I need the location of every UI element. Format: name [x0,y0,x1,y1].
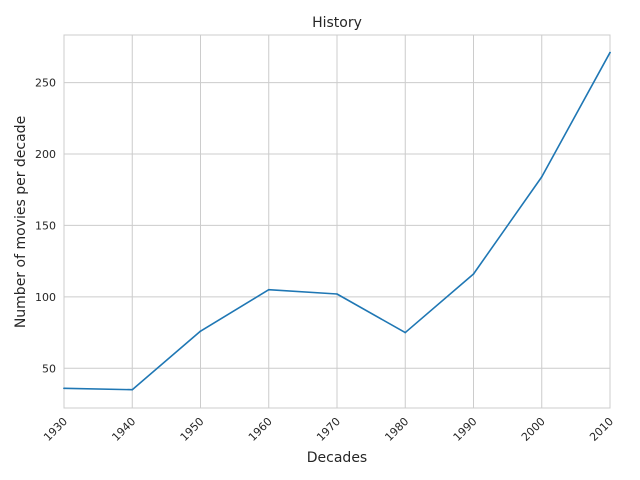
x-axis-label: Decades [307,450,367,466]
x-tick-label: 1980 [382,415,411,444]
data-point [609,51,611,54]
data-point [336,293,338,295]
y-tick-label: 200 [35,148,56,161]
plot-frame [63,34,611,409]
y-tick-label: 150 [35,219,56,232]
x-tick-label: 1960 [246,415,275,444]
data-point [404,331,407,334]
chart-title: History [312,15,362,31]
x-tick-label: 1940 [109,415,138,444]
y-axis-label: Number of movies per decade [13,116,29,328]
x-tick-label: 1970 [314,415,343,444]
y-tick-label: 250 [35,77,56,90]
x-tick-label: 2000 [519,415,548,444]
data-point [540,176,543,178]
series-layer [63,51,611,391]
data-point [131,388,134,391]
grid [63,35,611,408]
data-point [199,330,202,332]
data-point [267,288,270,291]
y-tick-labels: 50 100 150 200 250 [35,77,56,376]
x-tick-label: 1930 [41,415,70,444]
y-tick-label: 50 [42,362,56,375]
x-tick-label: 1990 [451,415,480,444]
x-tick-labels: 1930 1940 1950 1960 1970 1980 1990 2000 2010 [41,415,616,444]
data-point [63,387,65,390]
x-tick-label: 1950 [178,415,207,444]
y-tick-label: 100 [35,291,56,304]
x-tick-label: 2010 [587,415,616,444]
data-point [472,273,475,275]
